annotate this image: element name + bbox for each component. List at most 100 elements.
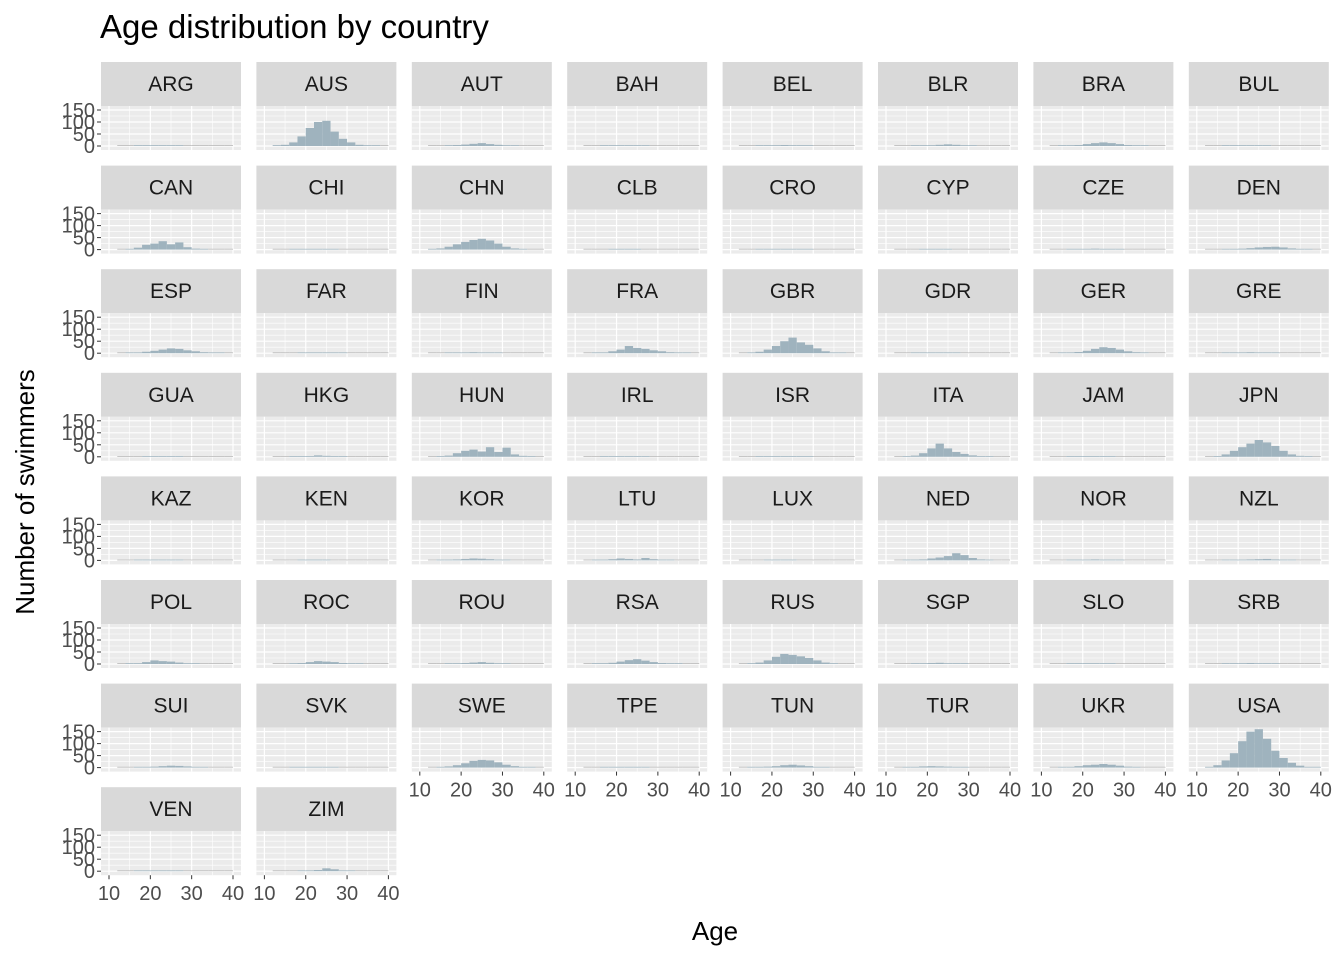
histogram-bar: [960, 145, 969, 146]
histogram-bar: [1124, 248, 1133, 250]
histogram-bar: [747, 766, 756, 768]
histogram-bar: [371, 766, 381, 768]
histogram-bar: [1271, 663, 1280, 664]
histogram-bar: [600, 352, 609, 354]
histogram-bar: [191, 145, 200, 146]
histogram-bar: [117, 559, 126, 561]
histogram-bar: [780, 456, 789, 457]
facet-strip: [567, 372, 708, 417]
histogram-bar: [1107, 456, 1116, 457]
histogram-bar: [338, 138, 348, 146]
facet-label: SUI: [153, 695, 188, 718]
facet-jpn: JPN: [1188, 372, 1329, 461]
histogram-bar: [338, 248, 348, 250]
histogram-bar: [690, 145, 700, 146]
facet-rou: ROU: [411, 580, 552, 668]
facet-cze: CZE: [1033, 165, 1174, 254]
facet-strip: [1033, 476, 1174, 521]
histogram-bar: [682, 663, 691, 664]
histogram-bar: [297, 136, 306, 146]
histogram-bar: [371, 352, 381, 354]
facet-label: KAZ: [151, 487, 192, 510]
histogram-bar: [1099, 559, 1108, 561]
y-tick-label: 100: [62, 216, 95, 238]
facet-hun: HUN: [411, 372, 552, 461]
x-tick-label: 10: [253, 883, 275, 905]
facet-label: SGP: [926, 591, 970, 614]
chart-title: Age distribution by country: [100, 8, 489, 45]
histogram-bar: [1057, 766, 1067, 768]
histogram-bar: [690, 352, 700, 354]
histogram-bar: [591, 352, 600, 354]
histogram-bar: [608, 145, 617, 146]
histogram-bar: [1057, 456, 1067, 457]
facet-strip: [411, 165, 552, 210]
histogram-bar: [1066, 352, 1075, 354]
histogram-bar: [1124, 663, 1133, 664]
histogram-bar: [444, 246, 453, 250]
histogram-bar: [1107, 143, 1116, 146]
facet-aut: AUT: [411, 62, 552, 150]
y-tick-label: 100: [62, 837, 95, 859]
histogram-bar: [738, 663, 748, 664]
histogram-bar: [1221, 559, 1230, 561]
histogram-bar: [183, 145, 192, 146]
histogram-bar: [1279, 450, 1288, 457]
facet-rus: RUS: [722, 580, 863, 668]
histogram-bar: [1213, 765, 1222, 768]
facet-strip: [567, 683, 708, 728]
histogram-bar: [216, 559, 225, 561]
histogram-bar: [1287, 145, 1296, 146]
facet-label: ROC: [303, 591, 350, 614]
histogram-bar: [600, 559, 609, 561]
histogram-bar: [1001, 456, 1010, 457]
histogram-bar: [902, 559, 911, 561]
facet-label: JPN: [1239, 384, 1279, 407]
facet-strip: [1033, 683, 1174, 728]
histogram-bar: [363, 352, 372, 354]
histogram-bar: [330, 559, 339, 561]
facet-label: IRL: [621, 384, 654, 407]
histogram-bar: [1213, 559, 1222, 561]
histogram-bar: [1074, 559, 1083, 561]
facet-label: ESP: [150, 280, 192, 303]
facet-label: SVK: [305, 695, 347, 718]
facet-hkg: HKG: [256, 372, 397, 461]
histogram-bar: [477, 558, 486, 561]
histogram-bar: [338, 559, 348, 561]
histogram-bar: [952, 248, 961, 250]
histogram-bar: [510, 352, 519, 354]
histogram-bar: [371, 248, 381, 250]
histogram-bar: [738, 766, 748, 768]
facet-slo: SLO: [1033, 580, 1174, 668]
histogram-bar: [535, 766, 544, 768]
histogram-bar: [821, 145, 830, 146]
histogram-bar: [1279, 145, 1288, 146]
histogram-bar: [428, 248, 437, 250]
histogram-bar: [272, 559, 281, 561]
facet-label: NED: [926, 487, 970, 510]
histogram-bar: [788, 654, 797, 664]
histogram-bar: [1082, 144, 1091, 146]
histogram-bar: [805, 559, 814, 561]
histogram-bar: [805, 456, 814, 457]
histogram-bar: [117, 248, 126, 250]
histogram-bar: [216, 456, 225, 457]
facet-label: CZE: [1082, 177, 1124, 200]
facet-strip: [567, 62, 708, 106]
y-tick-label: 150: [62, 307, 95, 329]
histogram-bar: [380, 248, 389, 250]
facet-label: AUS: [305, 73, 348, 96]
histogram-bar: [1157, 352, 1166, 354]
histogram-bar: [519, 145, 528, 146]
histogram-bar: [1157, 145, 1166, 146]
histogram-bar: [1221, 145, 1230, 146]
facet-label: ARG: [148, 73, 194, 96]
histogram-bar: [788, 559, 797, 561]
histogram-bar: [747, 352, 756, 354]
histogram-bar: [380, 456, 389, 457]
facet-strip: [878, 476, 1018, 521]
